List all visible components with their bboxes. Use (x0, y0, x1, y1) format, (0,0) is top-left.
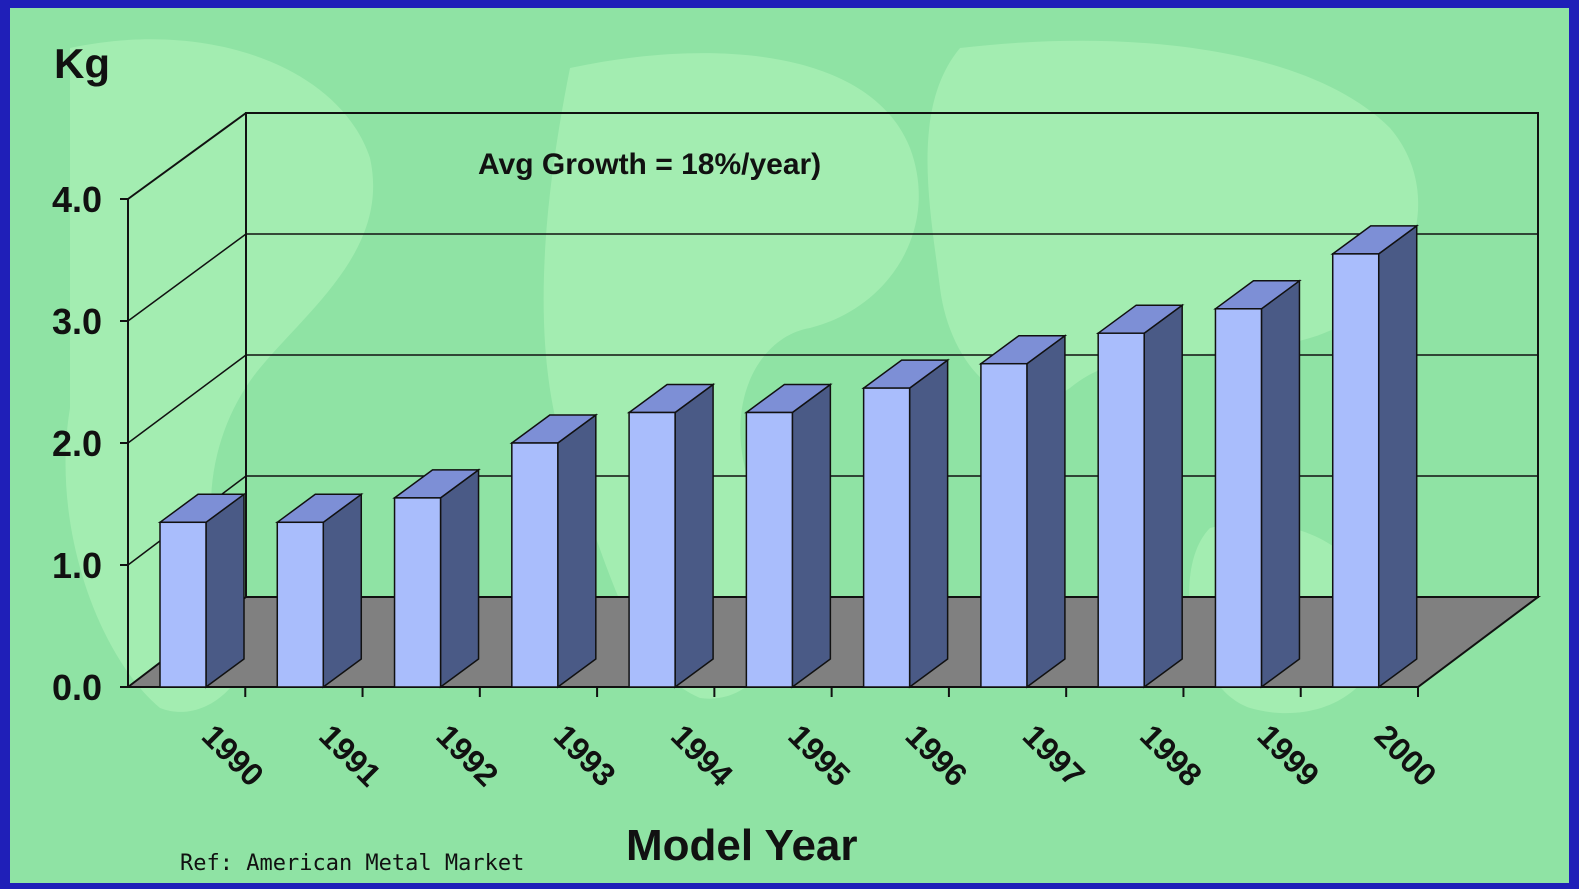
bar-side-1992 (439, 468, 480, 689)
chart-panel: 0.0 1.0 2.0 3.0 4.0 1990 1991 1992 1993 1994 1995… (10, 8, 1569, 883)
bar-front-1991 (276, 521, 325, 688)
top-side-edge (127, 112, 247, 200)
x-tick-1995: 1995 (781, 717, 857, 793)
bar-front-1993 (511, 442, 559, 688)
bar-1991 (274, 492, 364, 689)
x-tick-1999: 1999 (1251, 717, 1327, 793)
bar-1999 (1213, 279, 1302, 689)
x-tick-2000: 2000 (1368, 717, 1444, 793)
x-tick-1994: 1994 (664, 717, 740, 793)
y-axis-label: Kg (54, 40, 110, 87)
x-tick-1996: 1996 (899, 717, 975, 793)
bar-side-1997 (1026, 334, 1066, 689)
bar-side-1999 (1260, 279, 1301, 689)
bar-front-1998 (1097, 332, 1145, 688)
bar-1990 (157, 492, 247, 689)
x-tick-1997: 1997 (1016, 717, 1092, 793)
bar-front-1994 (628, 411, 676, 688)
bar-front-1996 (862, 387, 911, 688)
bar-2000 (1330, 224, 1420, 689)
bar-front-1992 (393, 497, 442, 688)
bar-front-1999 (1214, 308, 1263, 688)
bar-front-1990 (159, 521, 207, 688)
bar-side-2000 (1377, 224, 1418, 689)
y-tick-2.0: 2.0 (52, 423, 102, 464)
bars (157, 224, 1420, 689)
bar-1996 (861, 358, 950, 689)
bar-1997 (978, 334, 1068, 689)
gridline-side-3 (127, 233, 247, 322)
bar-side-1993 (557, 413, 597, 689)
avg-growth-annotation: Avg Growth = 18%/year) (478, 148, 821, 181)
y-tick-1.0: 1.0 (52, 545, 102, 586)
bar-1998 (1095, 303, 1185, 689)
bar-front-1997 (980, 362, 1028, 688)
x-axis-label: Model Year (626, 821, 858, 870)
bar-side-1995 (791, 383, 832, 689)
y-tick-3.0: 3.0 (52, 301, 102, 342)
gridline-side-2 (127, 354, 247, 444)
x-tick-1998: 1998 (1133, 717, 1209, 793)
bar-side-1996 (908, 358, 949, 689)
bar-1994 (626, 383, 716, 689)
bar-side-1998 (1143, 303, 1183, 689)
bar-side-1990 (205, 492, 245, 689)
bar-1995 (744, 383, 833, 689)
bar-side-1994 (674, 383, 714, 689)
y-tick-0.0: 0.0 (52, 667, 102, 708)
x-tick-1990: 1990 (195, 717, 271, 793)
x-tick-1992: 1992 (430, 717, 506, 793)
bar-front-2000 (1331, 253, 1380, 688)
y-tick-4.0: 4.0 (52, 179, 102, 220)
bar-1992 (392, 468, 481, 689)
y-tick-labels: 0.0 1.0 2.0 3.0 4.0 (52, 179, 128, 708)
bar-chart: 0.0 1.0 2.0 3.0 4.0 1990 1991 1992 1993 1994 1995… (52, 39, 1541, 876)
x-tick-1993: 1993 (547, 717, 623, 793)
source-reference: Ref: American Metal Market (180, 851, 524, 876)
bar-side-1991 (322, 492, 363, 689)
x-tick-1991: 1991 (312, 717, 388, 793)
bar-1993 (509, 413, 599, 689)
bar-front-1995 (745, 411, 794, 688)
